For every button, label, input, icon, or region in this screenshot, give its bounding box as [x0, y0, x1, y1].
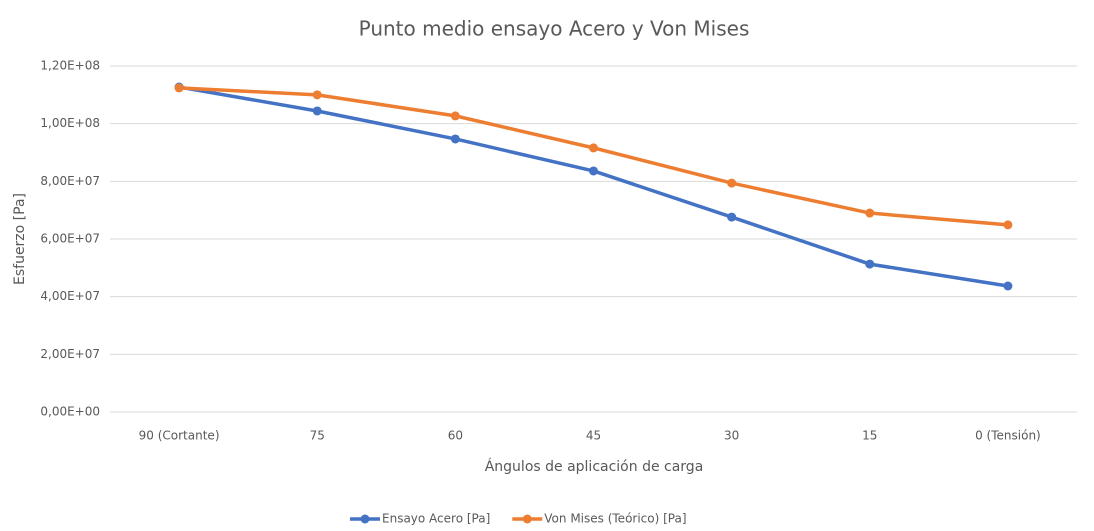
y-tick-label: 1,00E+08	[40, 116, 100, 130]
data-point	[865, 259, 875, 269]
legend-marker	[522, 514, 532, 524]
y-tick-label: 6,00E+07	[40, 232, 100, 246]
chart-title: Punto medio ensayo Acero y Von Mises	[359, 17, 750, 41]
x-axis-label: Ángulos de aplicación de carga	[485, 458, 704, 475]
y-tick-label: 1,20E+08	[40, 59, 100, 73]
data-point	[1003, 220, 1013, 230]
legend-label: Ensayo Acero [Pa]	[382, 512, 490, 526]
x-tick-label: 45	[586, 429, 601, 443]
x-tick-label: 15	[862, 429, 877, 443]
x-tick-label: 75	[310, 429, 325, 443]
x-tick-label: 0 (Tensión)	[975, 429, 1041, 443]
legend-marker	[360, 514, 370, 524]
y-tick-label: 8,00E+07	[40, 174, 100, 188]
x-tick-label: 30	[724, 429, 739, 443]
data-point	[865, 208, 875, 218]
x-tick-label: 90 (Cortante)	[139, 429, 220, 443]
data-point	[312, 90, 322, 100]
x-tick-label: 60	[448, 429, 463, 443]
y-tick-label: 4,00E+07	[40, 289, 100, 303]
data-point	[174, 83, 184, 93]
y-tick-label: 0,00E+00	[40, 405, 100, 419]
data-point	[589, 143, 598, 153]
y-axis-label: Esfuerzo [Pa]	[12, 193, 28, 285]
data-point	[589, 166, 598, 176]
data-point	[727, 212, 737, 222]
data-point	[450, 134, 460, 144]
series-line	[178, 85, 1009, 288]
data-point	[727, 178, 737, 188]
y-tick-label: 2,00E+07	[40, 347, 100, 361]
data-point	[450, 111, 460, 121]
data-point	[312, 106, 322, 116]
data-point	[1003, 281, 1013, 291]
legend-label: Von Mises (Teórico) [Pa]	[544, 512, 686, 526]
